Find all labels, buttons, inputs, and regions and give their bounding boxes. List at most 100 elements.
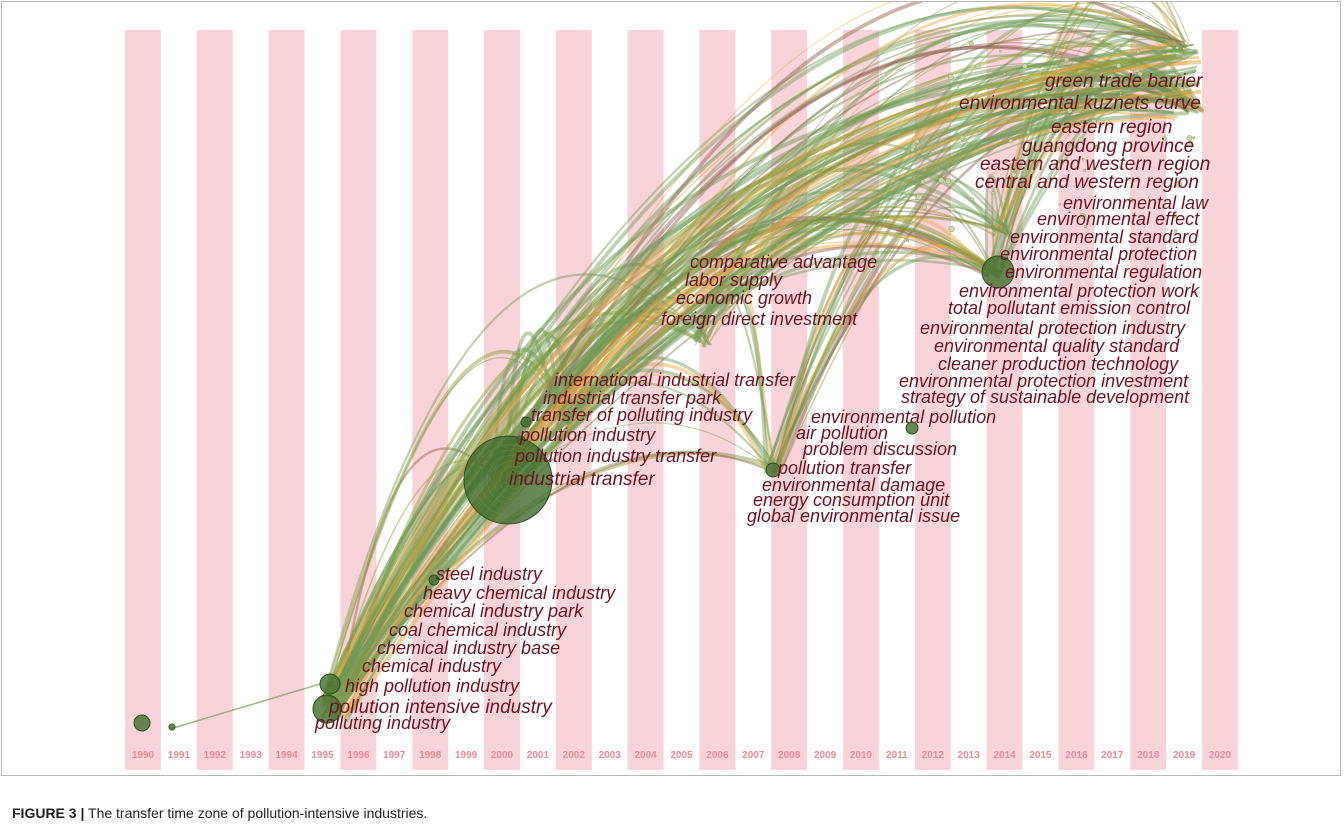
keyword-label: heavy chemical industry: [423, 583, 616, 603]
small-node: [1147, 196, 1151, 199]
small-node: [1186, 135, 1193, 141]
link: [336, 70, 1177, 711]
small-node: [1178, 53, 1182, 56]
year-label: 2016: [1065, 750, 1088, 761]
small-node: [1082, 157, 1085, 161]
keyword-label: foreign direct investment: [661, 309, 858, 329]
small-node: [990, 191, 995, 196]
link: [1000, 24, 1184, 234]
small-node: [1090, 94, 1096, 100]
keyword-label: environmental protection: [1000, 244, 1197, 264]
link: [777, 215, 987, 470]
small-node: [1058, 202, 1062, 206]
small-node: [975, 63, 981, 70]
keyword-label: pollution intensive industry: [328, 697, 553, 718]
link: [328, 6, 1186, 699]
figure-frame: green trade barrier environmental kuznets…: [1, 1, 1341, 776]
keyword-label: green trade barrier: [1045, 71, 1203, 92]
year-stripes: [125, 30, 1238, 770]
year-label: 2013: [958, 750, 981, 761]
link: [335, 82, 1186, 697]
small-node: [922, 204, 927, 210]
year-label: 2002: [563, 750, 586, 761]
environmental-regulation-node: [981, 255, 1015, 289]
keyword-label: environmental regulation: [1005, 262, 1202, 282]
year-stripe-1998: [412, 30, 449, 770]
small-node: [1003, 72, 1007, 76]
small-node: [1003, 158, 1008, 163]
year-stripe-1994: [268, 30, 305, 770]
pollution-intensive-industry-node: [312, 694, 342, 724]
year-label: 2003: [599, 750, 622, 761]
year-label: 2012: [922, 750, 945, 761]
figure-caption: FIGURE 3 | The transfer time zone of pol…: [12, 805, 427, 821]
pollution-industry-node: [516, 435, 526, 445]
small-node: [1011, 171, 1017, 178]
year-label: 2005: [670, 750, 693, 761]
small-node: [998, 86, 1002, 90]
year-label: 2018: [1137, 750, 1160, 761]
small-node: [1083, 168, 1086, 172]
keyword-label: pollution transfer: [777, 458, 912, 478]
keyword-label: environmental pollution: [811, 407, 996, 427]
keyword-label: transfer of polluting industry: [531, 405, 753, 425]
year-label: 2001: [527, 750, 550, 761]
link: [984, 173, 1009, 277]
small-node: [1063, 57, 1070, 63]
link: [703, 225, 991, 339]
link: [694, 231, 999, 343]
year-label: 1996: [347, 750, 370, 761]
link: [508, 362, 767, 485]
link: [498, 231, 996, 486]
year-label: 1995: [311, 750, 334, 761]
link: [330, 81, 1201, 723]
link: [988, 2, 1185, 267]
keyword-label: chemical industry base: [377, 638, 560, 658]
transfer-of-polluting-industry-node: [520, 416, 532, 428]
small-node: [959, 134, 966, 141]
year-label: 2020: [1209, 750, 1232, 761]
small-node: [1128, 197, 1134, 203]
link: [497, 368, 777, 485]
small-node: [1094, 144, 1101, 151]
link: [328, 49, 1200, 698]
keyword-label: chemical industry: [362, 656, 502, 676]
link: [996, 6, 1178, 267]
year-label: 2017: [1101, 750, 1124, 761]
keyword-label: air pollution: [796, 423, 888, 443]
link: [322, 349, 572, 701]
keyword-label: pollution industry: [519, 425, 656, 445]
pollution-transfer-node: [765, 462, 781, 478]
link: [778, 243, 986, 469]
small-node: [1077, 137, 1084, 143]
link: [991, 187, 1001, 278]
small-node: [1135, 49, 1141, 54]
keyword-label: economic growth: [676, 288, 812, 308]
small-node: [906, 239, 910, 243]
small-node: [1172, 213, 1178, 219]
link: [992, 163, 1013, 268]
keyword-label: problem discussion: [802, 439, 957, 459]
year-stripe-2004: [627, 30, 664, 770]
small-node: [1083, 224, 1087, 229]
keyword-label: coal chemical industry: [389, 620, 567, 640]
keyword-label: global environmental issue: [747, 506, 960, 526]
keyword-label: environmental protection investment: [899, 371, 1189, 391]
small-node: [1091, 118, 1097, 125]
link: [345, 69, 1197, 723]
keyword-label: environmental effect: [1037, 209, 1200, 229]
small-node: [1059, 160, 1063, 164]
year-label: 2004: [634, 750, 657, 761]
link: [348, 68, 1197, 696]
link: [325, 357, 569, 700]
keyword-label: guangdong province: [1022, 136, 1194, 157]
keyword-label: cleaner production technology: [938, 354, 1179, 374]
link: [346, 41, 1176, 718]
small-node: [1018, 78, 1024, 83]
keyword-label: pollution industry transfer: [514, 446, 717, 466]
small-node: [1116, 63, 1122, 69]
link: [772, 198, 992, 474]
year-stripe-1992: [196, 30, 233, 770]
year-stripe-2020: [1202, 30, 1238, 770]
small-node: [1137, 71, 1143, 77]
